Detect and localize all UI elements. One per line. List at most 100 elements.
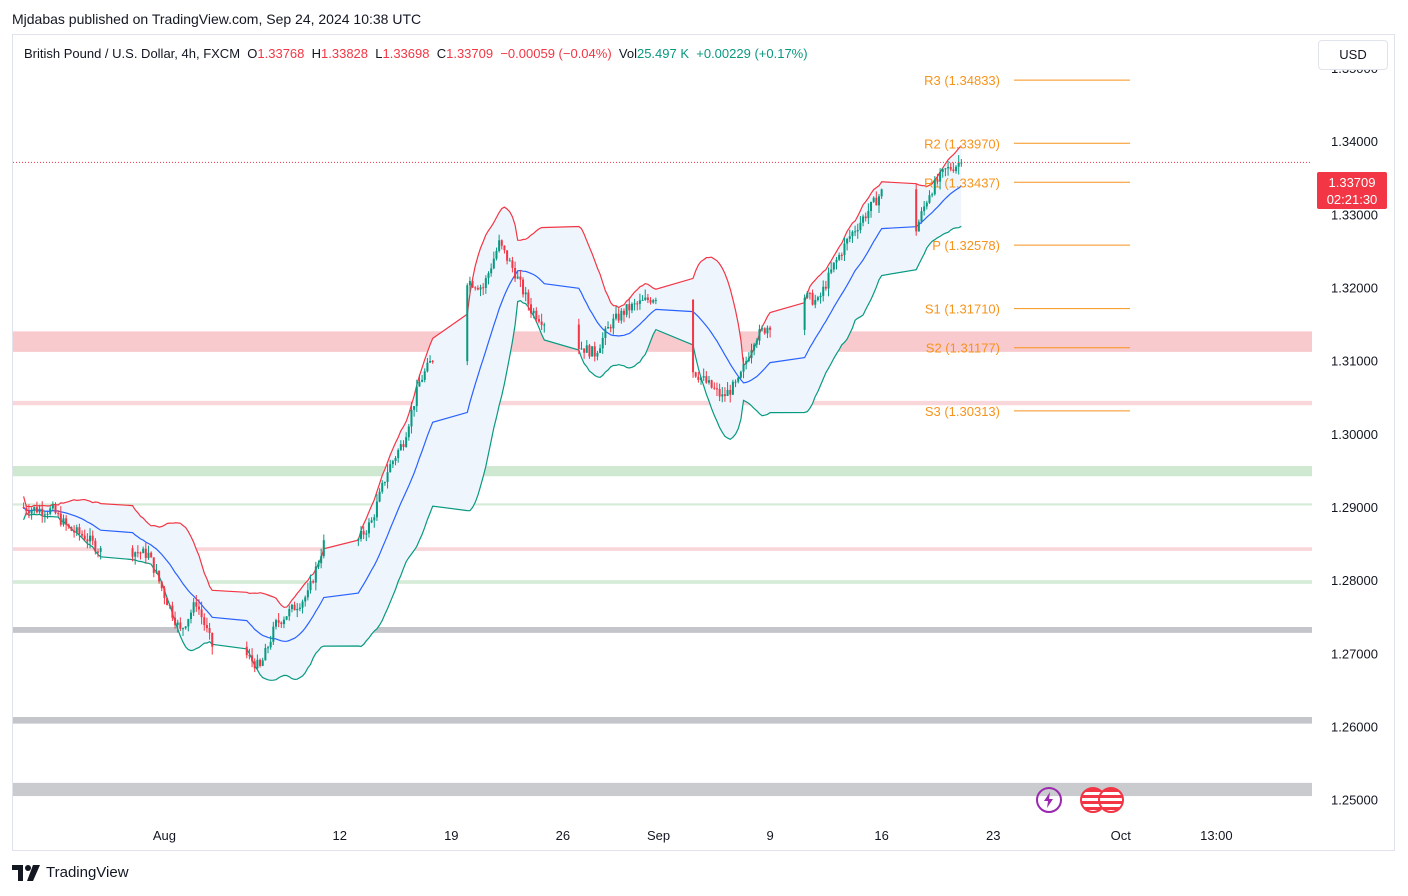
candle-158 — [599, 348, 602, 353]
candle-25 — [89, 535, 92, 542]
x-tick-0: Aug — [153, 828, 176, 843]
candle-66 — [259, 659, 262, 666]
candle-89 — [320, 556, 323, 564]
candle-173 — [638, 300, 641, 304]
candle-151 — [580, 348, 583, 350]
lightning-icon[interactable] — [1036, 787, 1062, 813]
candle-175 — [644, 297, 647, 300]
candle-163 — [612, 318, 615, 329]
bar-countdown: 02:21:30 — [1326, 192, 1378, 207]
candle-214 — [814, 299, 817, 305]
candle-166 — [620, 310, 623, 321]
candle-93 — [362, 530, 365, 535]
candle-83 — [304, 597, 307, 602]
zone-0 — [13, 331, 1312, 352]
candle-143 — [527, 292, 530, 305]
candle-140 — [519, 276, 522, 280]
candle-106 — [397, 450, 400, 459]
y-tick-3: 1.32000 — [1331, 280, 1378, 295]
pivot-label-5: S2 (1.31177) — [926, 341, 1000, 356]
candle-186 — [707, 380, 710, 383]
candle-124 — [476, 287, 479, 290]
candle-12 — [54, 504, 57, 514]
candle-180 — [692, 299, 695, 373]
candle-57 — [203, 617, 206, 626]
candle-177 — [649, 300, 652, 303]
x-tick-7: 23 — [986, 828, 1000, 843]
close-label: C — [436, 46, 447, 61]
candle-188 — [713, 387, 716, 389]
candle-60 — [211, 632, 214, 647]
symbol-title[interactable]: British Pound / U.S. Dollar, 4h, FXCM — [24, 46, 241, 61]
tradingview-logo-icon — [12, 864, 40, 881]
zone-1 — [13, 400, 1312, 406]
candle-128 — [487, 273, 490, 279]
candle-64 — [253, 661, 256, 669]
candle-40 — [158, 570, 161, 582]
candle-30 — [131, 548, 134, 557]
candle-181 — [694, 372, 697, 377]
candle-94 — [365, 533, 368, 535]
candle-108 — [402, 444, 405, 447]
candle-200 — [745, 360, 748, 364]
x-tick-5: 9 — [766, 828, 773, 843]
candle-125 — [479, 287, 482, 290]
candle-116 — [423, 371, 426, 380]
candle-9 — [46, 513, 49, 515]
candle-81 — [298, 607, 301, 609]
candle-101 — [383, 481, 386, 483]
candle-208 — [766, 327, 769, 334]
candle-112 — [413, 406, 416, 410]
candle-162 — [609, 326, 612, 329]
candle-42 — [163, 588, 166, 598]
candle-183 — [700, 377, 703, 381]
candles-layer — [22, 155, 963, 673]
candle-178 — [652, 300, 655, 303]
candle-215 — [816, 297, 819, 300]
candle-172 — [636, 303, 639, 305]
candle-136 — [508, 260, 511, 262]
candle-155 — [591, 346, 594, 357]
candle-161 — [607, 326, 610, 329]
candle-156 — [593, 346, 596, 357]
candle-27 — [94, 540, 97, 552]
candle-157 — [596, 352, 599, 357]
candle-204 — [755, 340, 758, 345]
candle-193 — [726, 389, 729, 397]
pivot-label-3: P (1.32578) — [932, 238, 1000, 253]
high-label: H — [311, 46, 322, 61]
x-tick-8: Oct — [1111, 828, 1132, 843]
candle-246 — [931, 194, 934, 196]
candle-184 — [702, 376, 705, 378]
candle-90 — [322, 540, 325, 557]
candle-250 — [941, 169, 944, 172]
candle-123 — [474, 287, 477, 289]
candle-22 — [81, 533, 84, 536]
candle-73 — [277, 620, 280, 623]
candle-92 — [359, 530, 363, 539]
currency-button[interactable]: USD — [1318, 40, 1388, 70]
footer: TradingView — [12, 864, 129, 881]
candle-202 — [750, 350, 753, 359]
candle-225 — [843, 243, 846, 256]
candle-171 — [633, 303, 636, 305]
candle-50 — [184, 626, 187, 629]
candle-243 — [923, 206, 926, 212]
candle-104 — [391, 461, 394, 465]
y-tick-5: 1.30000 — [1331, 427, 1378, 442]
candle-102 — [386, 472, 389, 482]
candle-70 — [269, 641, 272, 648]
candle-152 — [583, 348, 586, 353]
candle-111 — [410, 409, 413, 427]
candle-148 — [540, 321, 543, 325]
candle-96 — [370, 520, 373, 523]
us-flag-icon-2[interactable] — [1098, 787, 1124, 813]
x-tick-6: 16 — [874, 828, 888, 843]
candle-18 — [70, 527, 73, 531]
candle-16 — [65, 518, 68, 525]
candle-199 — [742, 363, 745, 372]
candle-149 — [543, 324, 546, 326]
candle-135 — [506, 250, 509, 261]
high-value: 1.33828 — [321, 46, 369, 61]
